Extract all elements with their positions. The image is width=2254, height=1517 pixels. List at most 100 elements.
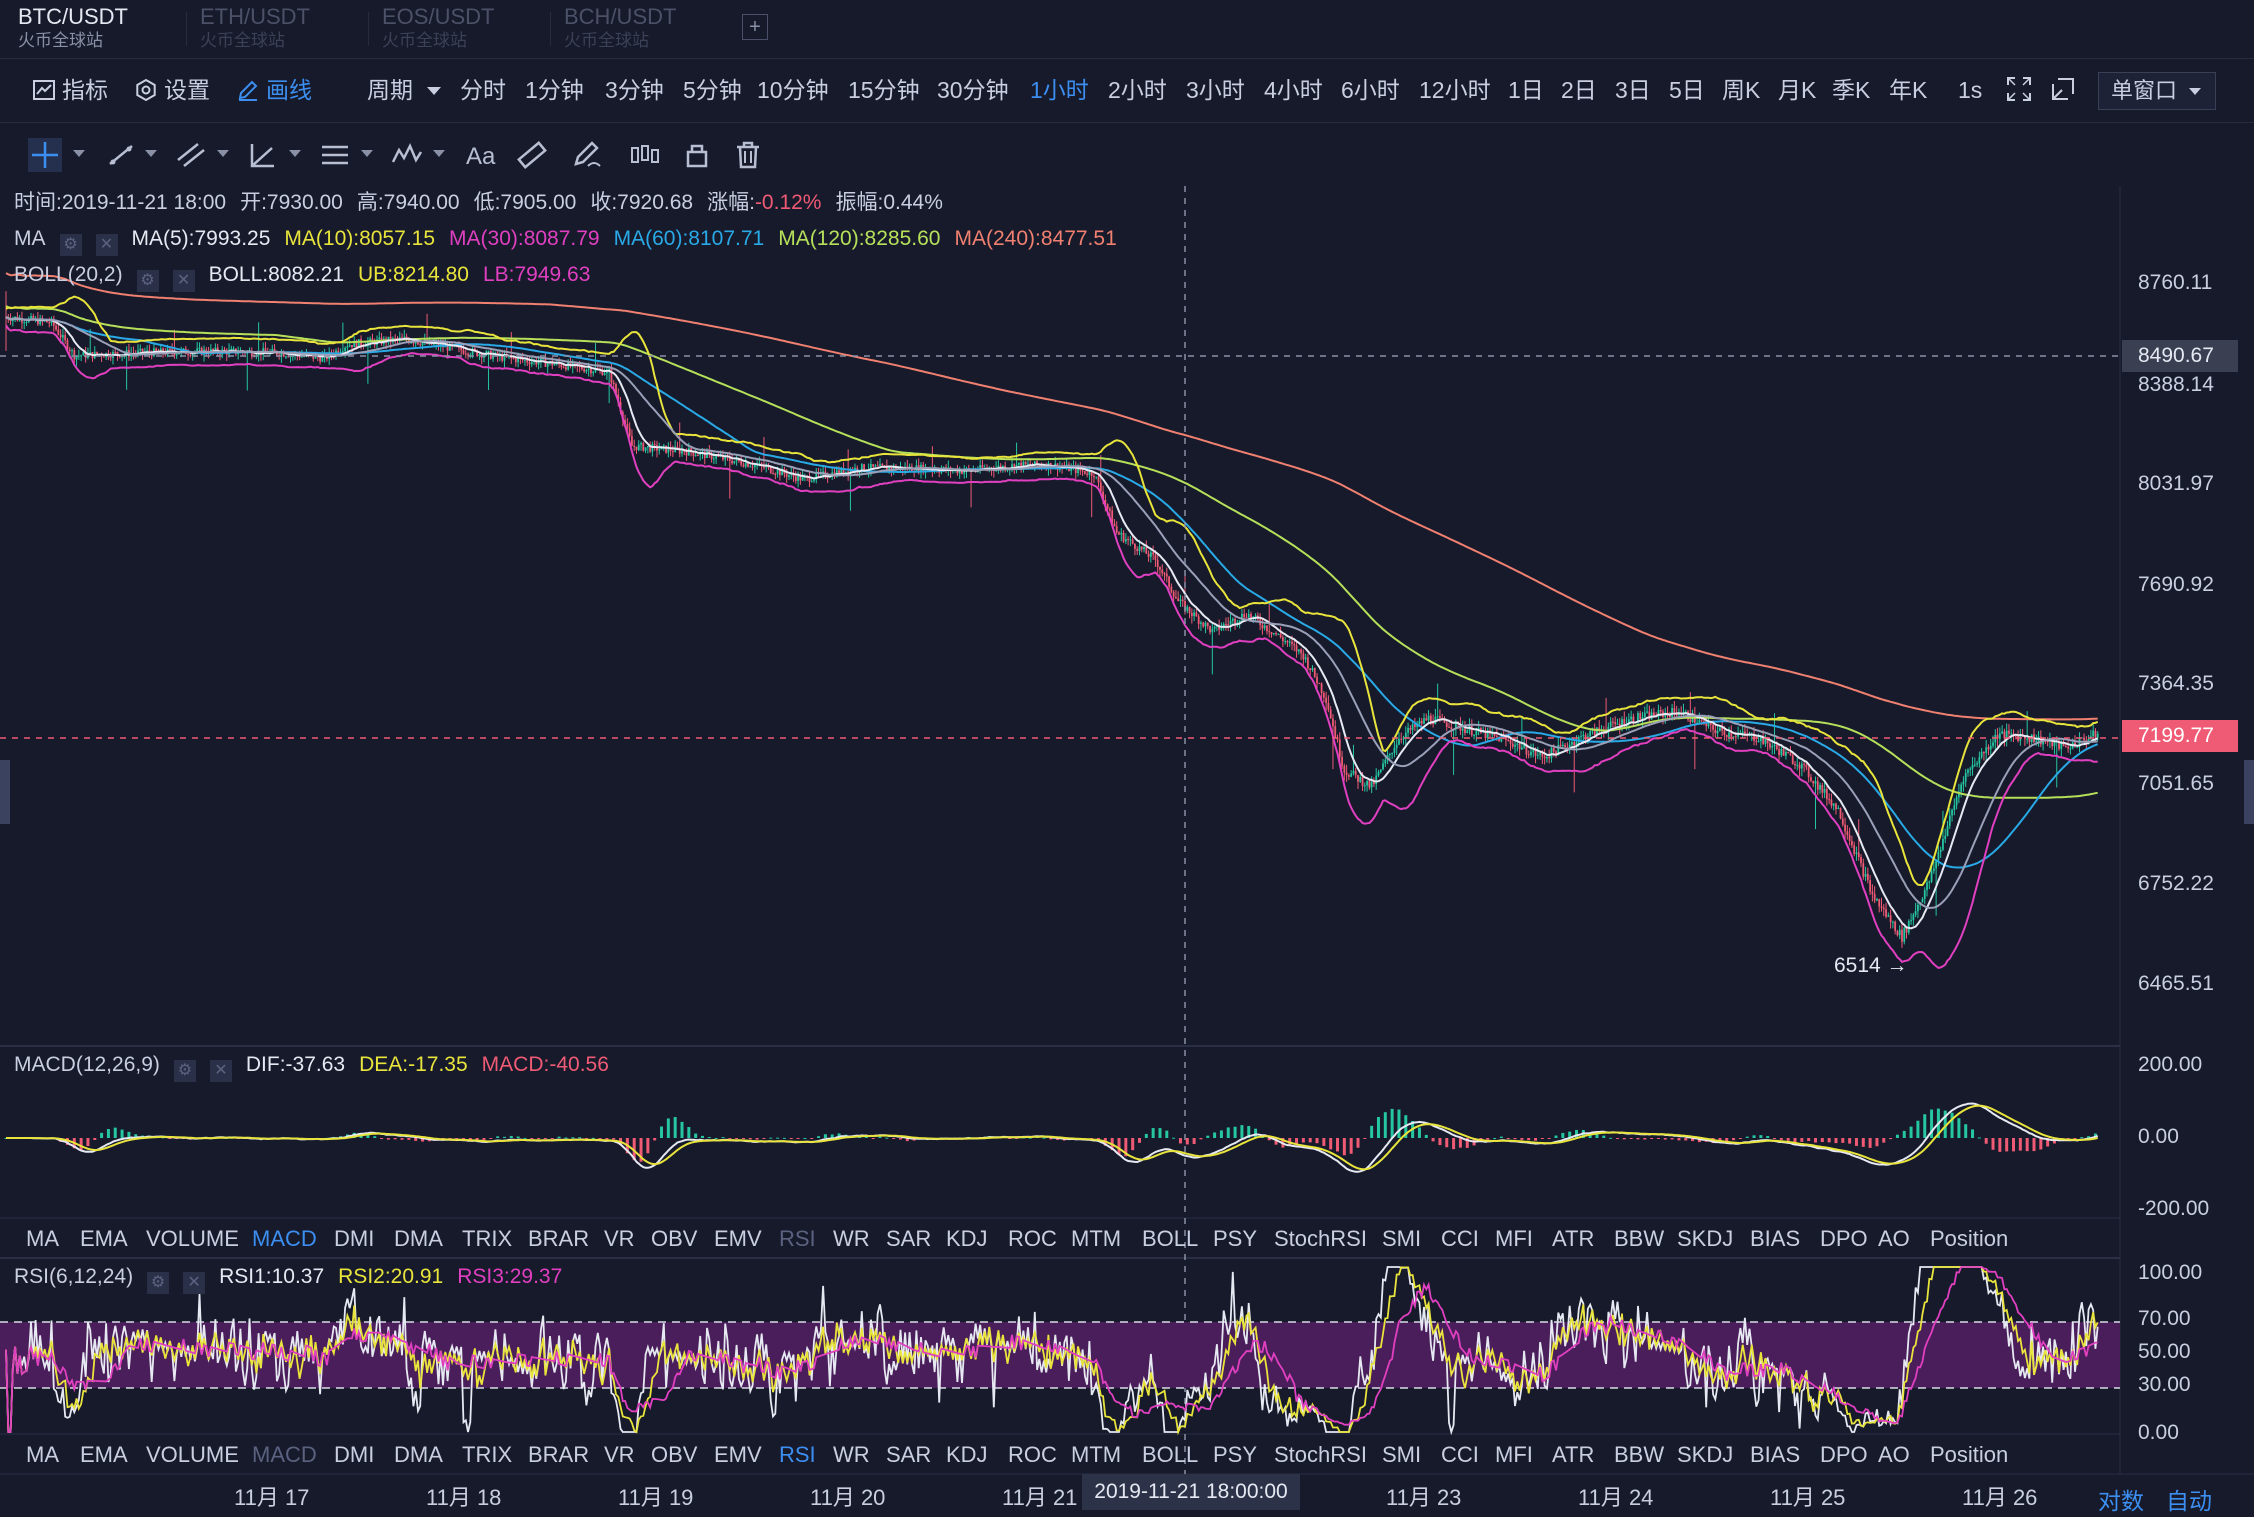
- indicator-tab[interactable]: CCI: [1441, 1442, 1479, 1467]
- indicator-tab[interactable]: RSI: [779, 1442, 816, 1467]
- period-option[interactable]: 6小时: [1341, 77, 1400, 103]
- indicator-tab[interactable]: EMA: [80, 1442, 128, 1467]
- add-symbol-tab-button[interactable]: +: [742, 14, 768, 40]
- indicator-tab[interactable]: Position: [1930, 1442, 2009, 1467]
- period-option[interactable]: 分时: [460, 77, 506, 103]
- left-panel-handle[interactable]: [0, 760, 10, 824]
- indicator-tab[interactable]: DMI: [334, 1442, 375, 1467]
- period-option[interactable]: 2日: [1561, 77, 1597, 103]
- close-icon[interactable]: ✕: [172, 270, 195, 292]
- indicator-tab[interactable]: SMI: [1382, 1226, 1422, 1251]
- indicator-tab[interactable]: BOLL: [1142, 1226, 1199, 1251]
- indicator-tab[interactable]: WR: [833, 1226, 870, 1251]
- indicator-tab[interactable]: DPO: [1820, 1442, 1868, 1467]
- indicator-tab[interactable]: CCI: [1441, 1226, 1479, 1251]
- period-option[interactable]: 3日: [1615, 77, 1651, 103]
- close-icon[interactable]: ✕: [95, 234, 118, 256]
- close-icon[interactable]: ✕: [209, 1060, 232, 1082]
- symbol-tab-eos[interactable]: EOS/USDT 火币全球站: [382, 4, 552, 54]
- indicator-tab[interactable]: ATR: [1552, 1442, 1595, 1467]
- ruler-tool-button[interactable]: [515, 138, 549, 172]
- period-option[interactable]: 5日: [1669, 77, 1705, 103]
- indicator-tab[interactable]: OBV: [651, 1442, 698, 1467]
- indicator-tab[interactable]: SMI: [1382, 1442, 1422, 1467]
- indicator-tab[interactable]: KDJ: [946, 1442, 988, 1467]
- period-option[interactable]: 10分钟: [757, 77, 829, 103]
- period-option[interactable]: 2小时: [1108, 77, 1167, 103]
- delete-tool-button[interactable]: [731, 138, 765, 172]
- indicator-tab[interactable]: MACD: [252, 1442, 317, 1467]
- fullscreen-button[interactable]: [2006, 75, 2038, 105]
- indicator-tab[interactable]: OBV: [651, 1226, 698, 1251]
- indicator-tab[interactable]: VR: [604, 1226, 635, 1251]
- indicator-tab[interactable]: DMA: [394, 1442, 443, 1467]
- indicator-tab[interactable]: AO: [1878, 1226, 1910, 1251]
- period-option[interactable]: 4小时: [1264, 77, 1323, 103]
- indicator-tab[interactable]: DMA: [394, 1226, 443, 1251]
- indicator-tab[interactable]: DMI: [334, 1226, 375, 1251]
- period-option[interactable]: 1日: [1508, 77, 1544, 103]
- draw-button[interactable]: 画线: [236, 75, 312, 105]
- period-option[interactable]: 年K: [1889, 77, 1928, 103]
- wave-tool-button[interactable]: [390, 138, 424, 172]
- chevron-down-icon[interactable]: [289, 150, 301, 157]
- indicator-tab[interactable]: MFI: [1495, 1226, 1533, 1251]
- indicator-tab[interactable]: MTM: [1071, 1442, 1122, 1467]
- indicator-tab[interactable]: PSY: [1213, 1226, 1258, 1251]
- symbol-tab-btc[interactable]: BTC/USDT 火币全球站: [18, 4, 188, 54]
- period-option[interactable]: 周K: [1722, 77, 1761, 103]
- period-option[interactable]: 3分钟: [605, 77, 664, 103]
- right-panel-handle[interactable]: [2244, 760, 2254, 824]
- indicator-tab[interactable]: BBW: [1614, 1442, 1665, 1467]
- indicator-tab[interactable]: EMA: [80, 1226, 128, 1251]
- indicator-tab[interactable]: RSI: [779, 1226, 816, 1251]
- indicator-tab[interactable]: MA: [26, 1226, 59, 1251]
- angle-tool-button[interactable]: [246, 138, 280, 172]
- indicator-tab[interactable]: BRAR: [528, 1442, 590, 1467]
- window-mode-select[interactable]: 单窗口: [2098, 72, 2216, 110]
- period-option[interactable]: 季K: [1832, 77, 1871, 103]
- parallel-channel-tool-button[interactable]: [174, 138, 208, 172]
- indicator-tab[interactable]: ROC: [1008, 1226, 1057, 1251]
- indicator-tab[interactable]: EMV: [714, 1226, 762, 1251]
- indicator-tab[interactable]: VOLUME: [146, 1442, 239, 1467]
- indicators-button[interactable]: 指标: [32, 75, 108, 105]
- log-scale-button[interactable]: 对数: [2098, 1488, 2144, 1514]
- period-option[interactable]: 1小时: [1030, 77, 1089, 103]
- indicator-tab[interactable]: SAR: [886, 1442, 932, 1467]
- indicator-tab[interactable]: MACD: [252, 1226, 317, 1251]
- indicator-tab[interactable]: MFI: [1495, 1442, 1533, 1467]
- chevron-down-icon[interactable]: [217, 150, 229, 157]
- indicator-tab[interactable]: TRIX: [462, 1226, 513, 1251]
- symbol-tab-bch[interactable]: BCH/USDT 火币全球站: [564, 4, 734, 54]
- period-option[interactable]: 30分钟: [937, 77, 1009, 103]
- chevron-down-icon[interactable]: [73, 150, 85, 157]
- indicator-tab[interactable]: ATR: [1552, 1226, 1595, 1251]
- indicator-tab[interactable]: VOLUME: [146, 1226, 239, 1251]
- trend-line-tool-button[interactable]: [104, 138, 138, 172]
- indicator-tab[interactable]: TRIX: [462, 1442, 513, 1467]
- indicator-tab[interactable]: WR: [833, 1442, 870, 1467]
- indicator-tab[interactable]: EMV: [714, 1442, 762, 1467]
- indicator-tab[interactable]: SKDJ: [1677, 1226, 1734, 1251]
- lock-tool-button[interactable]: [680, 138, 714, 172]
- symbol-tab-eth[interactable]: ETH/USDT 火币全球站: [200, 4, 370, 54]
- indicator-tab[interactable]: PSY: [1213, 1442, 1258, 1467]
- close-icon[interactable]: ✕: [183, 1272, 206, 1294]
- gear-icon[interactable]: ⚙: [59, 234, 82, 256]
- indicator-tab[interactable]: DPO: [1820, 1226, 1868, 1251]
- period-option[interactable]: 12小时: [1419, 77, 1491, 103]
- gear-icon[interactable]: ⚙: [136, 270, 159, 292]
- period-dropdown[interactable]: 周期: [367, 75, 442, 105]
- indicator-tab[interactable]: BIAS: [1750, 1226, 1801, 1251]
- indicator-tab[interactable]: AO: [1878, 1442, 1910, 1467]
- screenshot-button[interactable]: [2050, 75, 2082, 105]
- text-tool-button[interactable]: Aa: [463, 138, 497, 172]
- indicator-tab[interactable]: BOLL: [1142, 1442, 1199, 1467]
- indicator-tab[interactable]: MTM: [1071, 1226, 1122, 1251]
- fib-tool-button[interactable]: [318, 138, 352, 172]
- period-option[interactable]: 1分钟: [525, 77, 584, 103]
- indicator-tab[interactable]: StochRSI: [1274, 1442, 1367, 1467]
- indicator-tab[interactable]: Position: [1930, 1226, 2009, 1251]
- gear-icon[interactable]: ⚙: [173, 1060, 196, 1082]
